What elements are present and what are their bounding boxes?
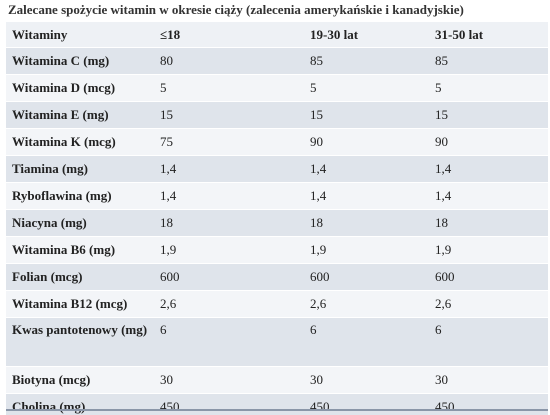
table-row: Witamina B12 (mcg) 2,6 2,6 2,6 bbox=[6, 290, 548, 318]
value-cell: 2,6 bbox=[429, 290, 548, 318]
value-cell: 30 bbox=[154, 366, 304, 394]
vitamin-name: Cholina (mg) bbox=[6, 393, 154, 415]
value-cell: 75 bbox=[154, 128, 304, 156]
value-cell: 450 bbox=[304, 393, 429, 415]
table-row: Tiamina (mg) 1,4 1,4 1,4 bbox=[6, 155, 548, 183]
value-cell: 1,4 bbox=[154, 182, 304, 210]
value-cell: 15 bbox=[304, 101, 429, 129]
value-cell: 2,6 bbox=[154, 290, 304, 318]
vitamin-name: Witamina C (mg) bbox=[6, 47, 154, 75]
vitamin-name: Folian (mcg) bbox=[6, 263, 154, 291]
vitamin-name: Witamina K (mcg) bbox=[6, 128, 154, 156]
value-cell: 5 bbox=[429, 74, 548, 102]
value-cell: 450 bbox=[154, 393, 304, 415]
vitamin-name: Tiamina (mg) bbox=[6, 155, 154, 183]
table-border bbox=[6, 409, 548, 411]
vitamin-table: Witaminy ≤18 19-30 lat 31-50 lat Witamina C… bbox=[6, 22, 548, 415]
value-cell: 85 bbox=[429, 47, 548, 75]
table-row: Witamina C (mg) 80 85 85 bbox=[6, 47, 548, 75]
value-cell: 85 bbox=[304, 47, 429, 75]
vitamin-name: Witamina B6 (mg) bbox=[6, 236, 154, 264]
value-cell: 600 bbox=[304, 263, 429, 291]
table-row: Biotyna (mcg) 30 30 30 bbox=[6, 366, 548, 394]
value-cell: 600 bbox=[154, 263, 304, 291]
value-cell: 1,4 bbox=[429, 182, 548, 210]
value-cell: 1,4 bbox=[304, 155, 429, 183]
header-row: Witaminy ≤18 19-30 lat 31-50 lat bbox=[6, 22, 548, 48]
value-cell: 5 bbox=[304, 74, 429, 102]
table-row: Kwas pantotenowy (mg) 6 6 6 bbox=[6, 317, 548, 367]
vitamin-name: Witamina E (mg) bbox=[6, 101, 154, 129]
table-row: Witamina D (mcg) 5 5 5 bbox=[6, 74, 548, 102]
header-cell: 31-50 lat bbox=[429, 22, 548, 48]
value-cell: 15 bbox=[154, 101, 304, 129]
vitamin-name: Biotyna (mcg) bbox=[6, 366, 154, 394]
value-cell: 90 bbox=[304, 128, 429, 156]
value-cell: 30 bbox=[429, 366, 548, 394]
value-cell: 6 bbox=[429, 317, 548, 367]
value-cell: 15 bbox=[429, 101, 548, 129]
value-cell: 80 bbox=[154, 47, 304, 75]
table-row: Witamina E (mg) 15 15 15 bbox=[6, 101, 548, 129]
vitamin-name: Niacyna (mg) bbox=[6, 209, 154, 237]
table-row: Witamina B6 (mg) 1,9 1,9 1,9 bbox=[6, 236, 548, 264]
value-cell: 6 bbox=[154, 317, 304, 367]
value-cell: 1,9 bbox=[154, 236, 304, 264]
header-cell: Witaminy bbox=[6, 22, 154, 48]
value-cell: 6 bbox=[304, 317, 429, 367]
value-cell: 1,9 bbox=[304, 236, 429, 264]
vitamin-name: Kwas pantotenowy (mg) bbox=[6, 317, 154, 367]
value-cell: 2,6 bbox=[304, 290, 429, 318]
vitamin-name: Witamina D (mcg) bbox=[6, 74, 154, 102]
table-row: Ryboflawina (mg) 1,4 1,4 1,4 bbox=[6, 182, 548, 210]
vitamin-name: Ryboflawina (mg) bbox=[6, 182, 154, 210]
vitamin-name: Witamina B12 (mcg) bbox=[6, 290, 154, 318]
value-cell: 30 bbox=[304, 366, 429, 394]
title: Zalecane spożycie witamin w okresie ciąż… bbox=[8, 2, 464, 17]
table-row: Cholina (mg) 450 450 450 bbox=[6, 393, 548, 415]
table-body: Witamina C (mg) 80 85 85 Witamina D (mcg) 5 5 5… bbox=[6, 47, 548, 415]
value-cell: 18 bbox=[304, 209, 429, 237]
table-row: Witamina K (mcg) 75 90 90 bbox=[6, 128, 548, 156]
value-cell: 18 bbox=[429, 209, 548, 237]
value-cell: 90 bbox=[429, 128, 548, 156]
value-cell: 1,4 bbox=[429, 155, 548, 183]
table-row: Folian (mcg) 600 600 600 bbox=[6, 263, 548, 291]
value-cell: 1,4 bbox=[304, 182, 429, 210]
value-cell: 5 bbox=[154, 74, 304, 102]
table-row: Niacyna (mg) 18 18 18 bbox=[6, 209, 548, 237]
header-cell: 19-30 lat bbox=[304, 22, 429, 48]
value-cell: 1,4 bbox=[154, 155, 304, 183]
value-cell: 1,9 bbox=[429, 236, 548, 264]
header-cell: ≤18 bbox=[154, 22, 304, 48]
value-cell: 450 bbox=[429, 393, 548, 415]
value-cell: 18 bbox=[154, 209, 304, 237]
value-cell: 600 bbox=[429, 263, 548, 291]
